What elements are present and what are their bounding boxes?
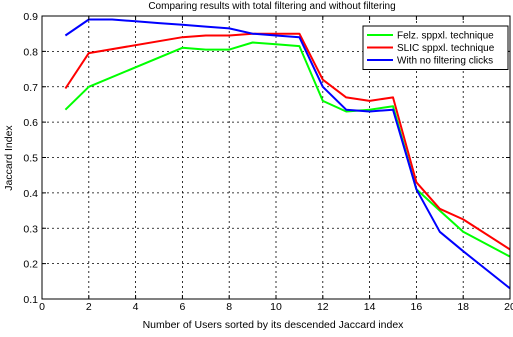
x-tick-label: 12 [317,301,329,313]
y-tick-label: 0.1 [23,294,38,306]
x-tick-label: 20 [504,301,513,313]
x-tick-label: 18 [457,301,469,313]
y-tick-label: 0.6 [23,117,38,129]
y-tick-label: 0.9 [23,11,38,23]
legend-label: With no filtering clicks [397,56,493,67]
series-line-3 [64,18,511,290]
legend-label: Felz. sppxl. technique [397,31,494,42]
y-axis-ticks: 0.1 0.2 0.3 0.4 0.5 0.6 0.7 0.8 0.9 [23,11,510,306]
chart-title: Comparing results with total filtering a… [148,1,395,12]
y-tick-label: 0.2 [23,259,38,271]
x-axis-label: Number of Users sorted by its descended … [143,319,405,331]
series-line-2 [64,32,511,251]
y-tick-label: 0.8 [23,46,38,58]
legend-label: SLIC sppxl. technique [397,43,495,54]
x-tick-label: 4 [133,301,139,313]
y-tick-label: 0.3 [23,223,38,235]
x-tick-label: 14 [364,301,376,313]
y-tick-label: 0.4 [23,188,38,200]
plot-lines [64,18,511,290]
x-tick-label: 10 [270,301,282,313]
y-tick-label: 0.7 [23,82,38,94]
x-tick-label: 8 [226,301,232,313]
x-tick-label: 0 [39,301,45,313]
x-tick-label: 6 [179,301,185,313]
series-line-1 [64,41,511,258]
grid [42,16,510,299]
y-axis-label: Jaccard Index [3,125,15,191]
x-tick-label: 16 [411,301,423,313]
x-tick-label: 2 [86,301,92,313]
y-tick-label: 0.5 [23,153,38,165]
x-axis-ticks: 0 2 4 6 8 10 12 14 16 18 20 [39,16,513,313]
